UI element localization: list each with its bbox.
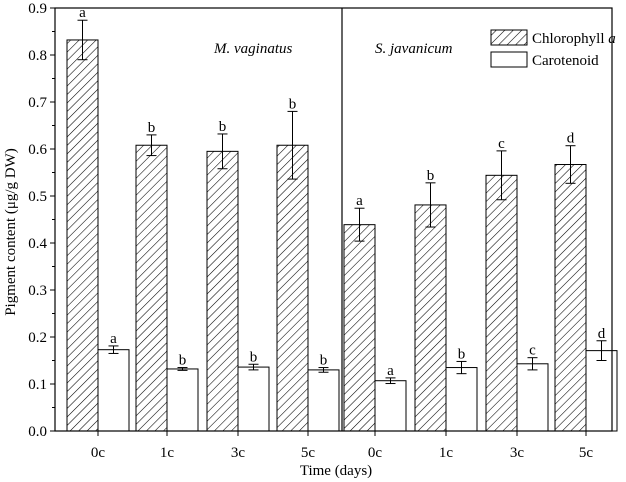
- y-tick-label-0.0: 0.0: [28, 424, 47, 440]
- significance-letter-carotenoid-p1-0c: a: [110, 331, 117, 347]
- legend-label-carotenoid: Carotenoid: [532, 53, 599, 69]
- bar-carotenoid-p2-1c: [445, 367, 478, 432]
- legend-label-chlorophyll: Chlorophyll a: [532, 31, 616, 47]
- y-axis-title: Pigment content (μg/g DW): [3, 148, 19, 316]
- legend-label-chlorophyll-letter: a: [608, 31, 616, 47]
- significance-letter-carotenoid-p2-3c: c: [529, 343, 536, 359]
- bar-chlorophyll-p2-1c: [414, 204, 447, 432]
- y-tick-label-0.1: 0.1: [28, 377, 47, 393]
- bar-chlorophyll-p2-3c: [485, 174, 518, 432]
- legend-label-chlorophyll-prefix: Chlorophyll: [532, 31, 608, 47]
- bar-carotenoid-p2-0c: [374, 380, 407, 432]
- significance-letter-chlorophyll-p2-3c: c: [498, 136, 505, 152]
- bar-chlorophyll-p2-0c: [343, 224, 376, 432]
- bar-carotenoid-p1-3c: [237, 366, 270, 432]
- significance-letter-carotenoid-p1-3c: b: [250, 349, 258, 365]
- y-tick-label-0.8: 0.8: [28, 48, 47, 64]
- significance-letter-chlorophyll-p2-1c: b: [427, 168, 435, 184]
- x-tick-label-p1-3c: 3c: [231, 445, 246, 461]
- bar-carotenoid-p1-5c: [307, 369, 340, 432]
- y-tick-label-0.2: 0.2: [28, 330, 47, 346]
- x-tick-label-p2-1c: 1c: [439, 445, 454, 461]
- y-tick-label-0.7: 0.7: [28, 95, 47, 111]
- x-tick-label-p1-0c: 0c: [91, 445, 106, 461]
- y-tick-label-0.4: 0.4: [28, 236, 47, 252]
- x-tick-label-p1-1c: 1c: [160, 445, 175, 461]
- panel-label-m-vaginatus: M. vaginatus: [213, 41, 292, 57]
- significance-letter-chlorophyll-p1-5c: b: [289, 96, 297, 112]
- legend-swatch-carotenoid: [490, 51, 528, 68]
- y-tick-label-0.5: 0.5: [28, 189, 47, 205]
- bar-chlorophyll-p2-5c: [554, 164, 587, 432]
- significance-letter-chlorophyll-p2-0c: a: [356, 193, 363, 209]
- legend-swatch-chlorophyll: [490, 29, 528, 46]
- significance-letter-carotenoid-p1-1c: b: [179, 353, 187, 369]
- legend: Chlorophyll a Carotenoid: [490, 29, 616, 69]
- x-tick-label-p2-0c: 0c: [368, 445, 383, 461]
- bar-chlorophyll-p1-0c: [66, 39, 99, 432]
- bar-chlorophyll-p1-5c: [276, 144, 309, 432]
- y-tick-label-0.6: 0.6: [28, 142, 47, 158]
- significance-letter-carotenoid-p2-1c: b: [458, 346, 466, 362]
- x-tick-label-p2-3c: 3c: [510, 445, 525, 461]
- x-tick-label-p2-5c: 5c: [579, 445, 594, 461]
- x-axis-title: Time (days): [300, 463, 372, 479]
- bar-chlorophyll-p1-3c: [206, 150, 239, 432]
- y-tick-label-0.9: 0.9: [28, 1, 47, 17]
- significance-letter-carotenoid-p2-5c: d: [598, 326, 606, 342]
- significance-letter-carotenoid-p2-0c: a: [387, 363, 394, 379]
- y-tick-label-0.3: 0.3: [28, 283, 47, 299]
- bar-carotenoid-p1-1c: [166, 368, 199, 432]
- significance-letter-chlorophyll-p1-0c: a: [79, 5, 86, 21]
- bar-carotenoid-p2-3c: [516, 363, 549, 432]
- bar-chlorophyll-p1-1c: [135, 144, 168, 432]
- significance-letter-chlorophyll-p1-1c: b: [148, 120, 156, 136]
- significance-letter-chlorophyll-p1-3c: b: [219, 119, 227, 135]
- bar-carotenoid-p1-0c: [97, 349, 130, 432]
- significance-letter-carotenoid-p1-5c: b: [320, 353, 328, 369]
- x-tick-label-p1-5c: 5c: [301, 445, 316, 461]
- panel-label-s-javanicum: S. javanicum: [375, 41, 453, 57]
- significance-letter-chlorophyll-p2-5c: d: [567, 131, 575, 147]
